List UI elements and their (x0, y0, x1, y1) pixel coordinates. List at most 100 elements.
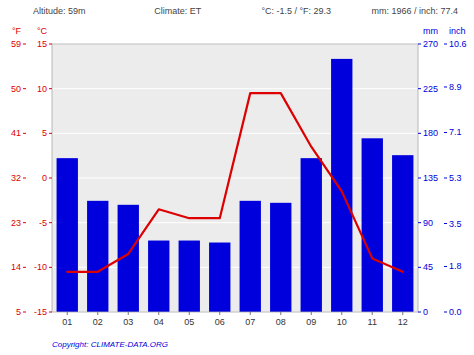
tick-label: -5 (39, 218, 47, 228)
tick-label: 50 (11, 84, 21, 94)
tick-label: 3.5 (449, 219, 462, 229)
annotation: Copyright: CLIMATE-DATA.ORG (52, 340, 168, 349)
temperature-line (67, 93, 403, 272)
tick-label: 7.1 (449, 127, 462, 137)
axis-label: inch (449, 26, 466, 36)
tick-label: 11 (368, 317, 377, 327)
tick-mark (49, 178, 52, 179)
tick-label: 23 (11, 218, 21, 228)
tick-mark (444, 86, 447, 87)
axis-right-mm: 04590135180225270 (418, 39, 438, 317)
tick-mark (23, 44, 26, 45)
annotation: °C: -1.5 / °F: 29.3 (261, 6, 331, 16)
chart-container: -15-10-505101551423324150590459013518022… (0, 0, 474, 355)
tick-mark (444, 44, 447, 45)
tick-label: 02 (93, 317, 103, 327)
tick-label: 10.6 (449, 39, 467, 49)
tick-mark (23, 222, 26, 223)
tick-mark (418, 133, 421, 134)
tick-label: 05 (184, 317, 194, 327)
tick-label: 12 (398, 317, 408, 327)
precipitation-bar (270, 203, 291, 312)
precipitation-bar (301, 158, 322, 312)
plot-background (52, 44, 418, 312)
tick-mark (23, 178, 26, 179)
tick-label: 59 (11, 39, 21, 49)
precipitation-bar (57, 158, 78, 312)
precipitation-bar (87, 201, 108, 312)
precipitation-bar (209, 243, 230, 312)
tick-label: 0 (42, 173, 47, 183)
axis-label: °C (37, 26, 48, 36)
axis-right-inch: 0.0 1.8 3.5 5.3 7.1 8.9 10.6 (444, 39, 467, 317)
precipitation-bar (331, 59, 352, 312)
tick-mark (49, 44, 52, 45)
tick-mark (67, 312, 68, 315)
grid-line (52, 133, 418, 134)
tick-label: 90 (423, 218, 433, 228)
annotation: mm: 1966 / inch: 77.4 (371, 6, 458, 16)
tick-label: 270 (423, 39, 438, 49)
tick-mark (341, 312, 342, 315)
tick-mark (23, 267, 26, 268)
grid-line (52, 88, 418, 89)
tick-mark (418, 267, 421, 268)
annotations: Altitude: 59m Climate: ET °C: -1.5 / °F: 2… (33, 6, 458, 349)
tick-mark (97, 312, 98, 315)
tick-label: 8.9 (449, 82, 462, 92)
tick-mark (280, 312, 281, 315)
tick-mark (219, 312, 220, 315)
tick-mark (311, 312, 312, 315)
tick-mark (444, 312, 447, 313)
tick-label: 0.0 (449, 307, 462, 317)
tick-label: 5.3 (449, 173, 462, 183)
axis-label: °F (12, 26, 22, 36)
annotation: Climate: ET (154, 6, 202, 16)
tick-label: 06 (215, 317, 225, 327)
tick-label: 41 (11, 128, 21, 138)
tick-mark (23, 312, 26, 313)
tick-label: 45 (423, 262, 433, 272)
tick-mark (49, 222, 52, 223)
tick-label: 03 (123, 317, 133, 327)
tick-mark (444, 223, 447, 224)
tick-label: 10 (37, 84, 47, 94)
tick-mark (372, 312, 373, 315)
tick-mark (49, 133, 52, 134)
tick-label: 15 (37, 39, 47, 49)
tick-label: 1.8 (449, 261, 462, 271)
tick-mark (402, 312, 403, 315)
precipitation-bar (362, 138, 383, 312)
tick-mark (418, 178, 421, 179)
tick-mark (49, 267, 52, 268)
axis-x: 010203040506070809101112 (62, 312, 408, 327)
tick-mark (444, 132, 447, 133)
marks (57, 59, 414, 312)
tick-label: 5 (16, 307, 21, 317)
tick-label: 0 (423, 307, 428, 317)
tick-mark (49, 312, 52, 313)
axis-label: mm (423, 26, 438, 36)
tick-label: -10 (34, 262, 47, 272)
tick-mark (444, 178, 447, 179)
tick-label: 10 (337, 317, 347, 327)
precipitation-bar (392, 155, 413, 312)
chart-svg: -15-10-505101551423324150590459013518022… (0, 0, 474, 355)
tick-label: 04 (154, 317, 164, 327)
tick-label: 09 (306, 317, 316, 327)
annotation: Altitude: 59m (33, 6, 86, 16)
tick-mark (189, 312, 190, 315)
tick-mark (444, 266, 447, 267)
precipitation-bar (240, 201, 261, 312)
tick-mark (418, 44, 421, 45)
tick-mark (418, 312, 421, 313)
tick-mark (23, 88, 26, 89)
tick-mark (128, 312, 129, 315)
tick-mark (418, 222, 421, 223)
tick-mark (418, 88, 421, 89)
tick-label: 225 (423, 84, 438, 94)
tick-mark (250, 312, 251, 315)
grid (52, 44, 418, 312)
tick-label: -15 (34, 307, 47, 317)
tick-label: 07 (245, 317, 255, 327)
